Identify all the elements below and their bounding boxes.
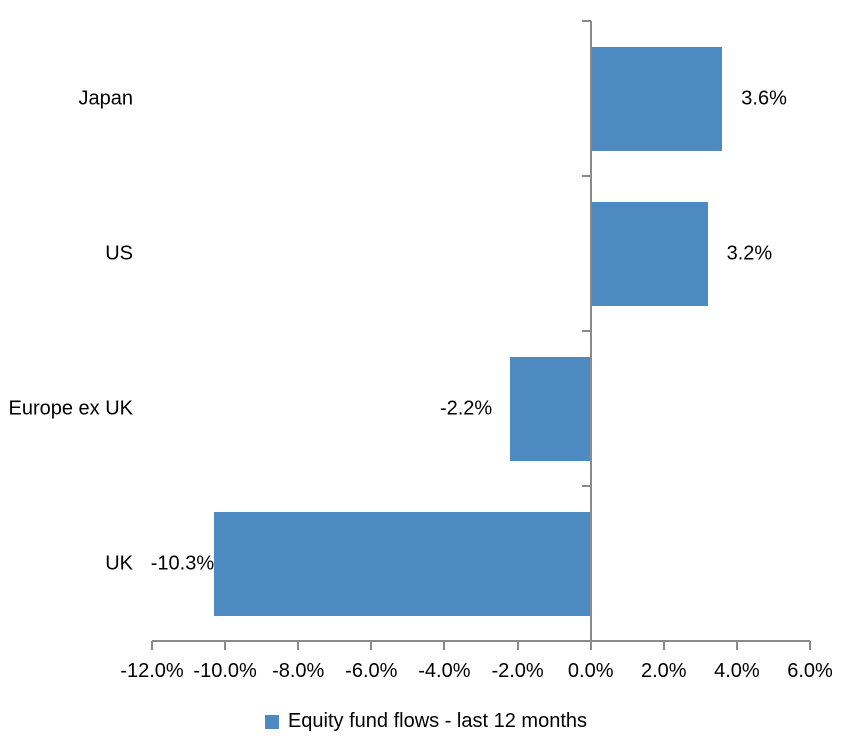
x-axis-tick-label: -2.0% — [491, 660, 544, 682]
x-axis-tick-label: -6.0% — [345, 660, 398, 682]
x-axis-tick-label: -10.0% — [193, 660, 257, 682]
legend-label: Equity fund flows - last 12 months — [287, 710, 588, 732]
bar-uk — [214, 511, 591, 616]
x-axis-line — [152, 640, 810, 642]
x-axis-tick-label: -8.0% — [272, 660, 325, 682]
category-label-uk: UK — [105, 552, 133, 574]
legend: Equity fund flows - last 12 months — [0, 710, 852, 733]
x-axis-tick — [589, 641, 592, 650]
bar-us — [590, 201, 708, 306]
y-axis-line — [590, 21, 592, 641]
y-axis-tick — [581, 330, 591, 332]
y-axis-tick — [581, 640, 591, 642]
bar-europe-ex-uk — [510, 356, 591, 461]
legend-swatch-icon — [264, 714, 279, 729]
x-axis-tick — [370, 641, 373, 650]
y-axis-tick — [581, 485, 591, 487]
category-label-europe-ex-uk: Europe ex UK — [8, 397, 133, 419]
x-axis-tick-label: 4.0% — [714, 660, 760, 682]
x-axis-tick — [516, 641, 519, 650]
x-axis-tick-label: 2.0% — [641, 660, 687, 682]
x-axis-tick — [735, 641, 738, 650]
x-axis-tick — [224, 641, 227, 650]
x-axis-tick-label: 0.0% — [567, 660, 614, 682]
value-label-us: 3.2% — [726, 242, 773, 264]
value-label-uk: -10.3% — [150, 552, 215, 574]
x-axis-tick-label: -12.0% — [120, 660, 184, 682]
x-axis-tick-label: 6.0% — [787, 660, 833, 682]
y-axis-tick — [581, 175, 591, 177]
x-axis-tick — [297, 641, 300, 650]
x-axis-tick-label: -4.0% — [418, 660, 471, 682]
value-label-europe-ex-uk: -2.2% — [439, 397, 493, 419]
x-axis-tick — [809, 641, 811, 650]
category-label-us: US — [105, 242, 133, 264]
x-axis-tick — [443, 641, 446, 650]
x-axis-tick — [151, 641, 153, 650]
bar-japan — [590, 46, 723, 151]
x-axis-tick — [662, 641, 665, 650]
value-label-japan: 3.6% — [741, 87, 787, 109]
category-label-japan: Japan — [78, 87, 134, 109]
y-axis-tick — [581, 20, 591, 22]
